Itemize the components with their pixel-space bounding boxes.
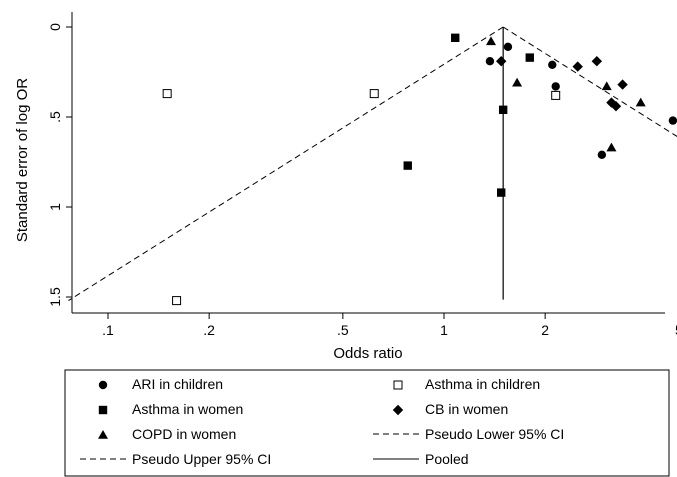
data-point bbox=[606, 142, 617, 152]
series-asthma-in-women bbox=[403, 33, 534, 197]
legend-label: Asthma in children bbox=[425, 376, 540, 392]
data-point bbox=[369, 89, 379, 99]
legend-label: Pooled bbox=[425, 451, 469, 467]
legend-item: Pseudo Upper 95% CI bbox=[80, 451, 271, 467]
legend-item: ARI in children bbox=[98, 376, 223, 392]
data-point bbox=[451, 33, 460, 42]
data-point bbox=[485, 36, 496, 46]
x-tick-label: 5 bbox=[675, 322, 677, 338]
pseudo-upper-ci-line bbox=[502, 26, 677, 137]
data-point bbox=[512, 77, 523, 87]
data-point bbox=[668, 116, 677, 125]
legend: ARI in children Asthma in children Asthma … bbox=[64, 369, 670, 477]
data-point bbox=[496, 56, 507, 67]
data-point bbox=[503, 42, 513, 51]
data-point bbox=[591, 56, 603, 67]
y-tick-label: .5 bbox=[47, 111, 63, 123]
data-point bbox=[551, 82, 560, 91]
data-point bbox=[551, 90, 561, 100]
data-point bbox=[635, 97, 646, 107]
legend-label: Pseudo Lower 95% CI bbox=[425, 426, 564, 442]
legend-item: Asthma in women bbox=[98, 401, 243, 417]
legend-key bbox=[98, 380, 108, 390]
legend-label: COPD in women bbox=[132, 426, 236, 442]
legend-item: Pooled bbox=[373, 451, 469, 467]
data-point bbox=[485, 57, 495, 66]
legend-key bbox=[98, 430, 108, 439]
legend-item: Pseudo Lower 95% CI bbox=[373, 426, 564, 442]
legend-box bbox=[64, 369, 670, 477]
data-point bbox=[601, 81, 612, 91]
y-tick-label: 1.5 bbox=[47, 287, 63, 307]
pseudo-lower-ci-line bbox=[68, 26, 504, 302]
x-tick-label: .5 bbox=[337, 322, 349, 338]
legend-label: ARI in children bbox=[132, 376, 223, 392]
x-axis-title: Odds ratio bbox=[333, 345, 402, 362]
legend-key bbox=[393, 380, 403, 390]
data-point bbox=[610, 101, 622, 112]
data-point bbox=[162, 89, 172, 99]
x-tick-label: 1 bbox=[440, 322, 448, 338]
legend-item: CB in women bbox=[392, 401, 508, 417]
legend-item: COPD in women bbox=[98, 426, 236, 442]
series-ari-in-children bbox=[485, 42, 677, 159]
x-tick-label: .2 bbox=[203, 322, 215, 338]
plot-area bbox=[68, 26, 677, 306]
x-tick-label: .1 bbox=[102, 322, 114, 338]
series-asthma-in-children bbox=[162, 89, 561, 306]
y-tick-label: 1 bbox=[47, 203, 63, 211]
legend-item: Asthma in children bbox=[393, 376, 540, 392]
data-point bbox=[606, 97, 617, 108]
series-copd-in-women bbox=[485, 36, 646, 152]
y-tick-label: 0 bbox=[47, 23, 63, 31]
data-point bbox=[597, 150, 607, 159]
y-axis-title: Standard error of log OR bbox=[14, 78, 31, 242]
data-point bbox=[498, 105, 508, 114]
data-point bbox=[172, 296, 182, 306]
legend-key bbox=[392, 404, 404, 416]
legend-label: Pseudo Upper 95% CI bbox=[132, 451, 271, 467]
data-point bbox=[572, 61, 583, 72]
x-axis: .1.2.512510 bbox=[72, 312, 677, 338]
y-axis: 0 .5 1 1.5 bbox=[47, 12, 73, 313]
data-point bbox=[497, 188, 506, 197]
series-cb-in-women bbox=[496, 56, 628, 112]
data-point bbox=[548, 60, 557, 69]
x-tick-label: 2 bbox=[541, 322, 549, 338]
data-point bbox=[525, 53, 534, 62]
legend-label: CB in women bbox=[425, 401, 508, 417]
legend-label: Asthma in women bbox=[132, 401, 243, 417]
legend-key bbox=[98, 405, 108, 415]
data-point bbox=[617, 79, 628, 90]
data-point bbox=[403, 161, 412, 170]
